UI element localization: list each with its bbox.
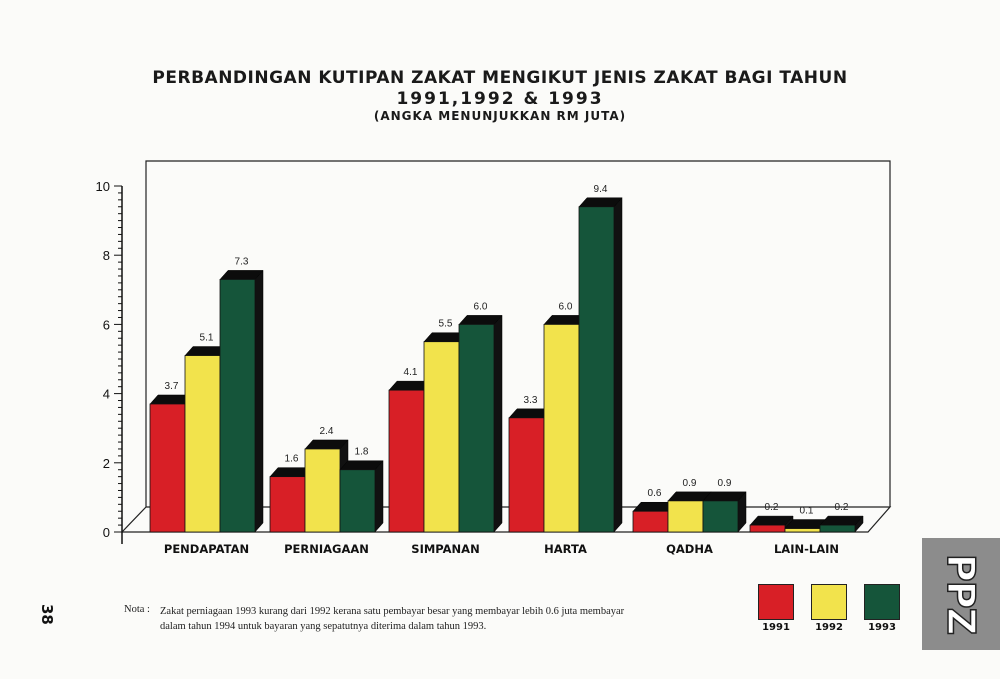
bar-harta-1991 — [508, 417, 545, 533]
x-tick-label: LAIN-LAIN — [774, 542, 839, 556]
y-tick-label: 4 — [103, 387, 110, 402]
data-label: 6.0 — [559, 301, 573, 312]
chart-title-line2: 1991,1992 & 1993 — [396, 89, 604, 109]
legend-item-1991: 1991 — [758, 584, 794, 633]
data-label: 0.2 — [835, 502, 849, 513]
x-tick-label: HARTA — [544, 542, 587, 556]
legend-label-1993: 1993 — [868, 622, 896, 633]
bar-lain-lain-1993 — [819, 524, 856, 533]
bar-side-harta-1993 — [613, 197, 623, 533]
note-text: Zakat perniagaan 1993 kurang dari 1992 k… — [160, 606, 625, 632]
bar-pendapatan-1991 — [149, 403, 186, 533]
page-number: 38 — [38, 604, 56, 625]
bar-perniagaan-1993 — [339, 469, 376, 533]
data-label: 1.8 — [355, 447, 369, 458]
data-label: 0.2 — [765, 502, 779, 513]
bar-simpanan-1993 — [458, 323, 495, 533]
legend-swatch-1993 — [864, 584, 900, 620]
data-label: 9.4 — [594, 184, 608, 195]
data-label: 7.3 — [235, 256, 249, 267]
bar-lain-lain-1991 — [749, 524, 786, 533]
y-tick-label: 6 — [103, 317, 110, 332]
data-label: 5.1 — [200, 333, 214, 344]
bar-pendapatan-1993 — [219, 279, 256, 533]
back-wall — [121, 160, 891, 533]
legend-item-1993: 1993 — [864, 584, 900, 633]
ppz-side-tab: PPZ — [922, 538, 1000, 650]
data-label: 0.6 — [648, 488, 662, 499]
legend: 1991 1992 1993 — [758, 584, 900, 633]
bar-harta-1993 — [578, 206, 615, 533]
bar-side-simpanan-1993 — [493, 314, 503, 533]
data-label: 0.9 — [718, 478, 732, 489]
data-label: 3.3 — [524, 395, 538, 406]
y-tick-label: 10 — [96, 179, 110, 194]
data-label: 5.5 — [439, 319, 453, 330]
bar-qadha-1992 — [667, 500, 704, 533]
legend-label-1991: 1991 — [762, 622, 790, 633]
bar-pendapatan-1992 — [184, 355, 221, 533]
y-tick-label: 8 — [103, 248, 110, 263]
ppz-logo-text: PPZ — [938, 553, 984, 635]
bar-chart: 0 2 4 6 8 10 3.7 5.1 7.3 PENDAPATAN 1.6 2.4 1.8 PERNI… — [96, 160, 892, 556]
x-tick-label: SIMPANAN — [411, 542, 479, 556]
data-label: 6.0 — [474, 301, 488, 312]
x-tick-label: PERNIAGAAN — [284, 542, 369, 556]
bar-simpanan-1991 — [388, 389, 425, 533]
bar-qadha-1993 — [702, 500, 739, 533]
x-tick-label: PENDAPATAN — [164, 542, 249, 556]
legend-swatch-1991 — [758, 584, 794, 620]
bar-harta-1992 — [543, 323, 580, 533]
legend-item-1992: 1992 — [811, 584, 847, 633]
data-label: 3.7 — [165, 381, 179, 392]
bar-lain-lain-1992 — [784, 528, 821, 533]
bar-simpanan-1992 — [423, 341, 460, 533]
bar-side-pendapatan-1993 — [254, 269, 264, 533]
y-tick-label: 2 — [103, 456, 110, 471]
data-label: 4.1 — [404, 367, 418, 378]
note-label: Nota : — [124, 604, 150, 615]
bar-perniagaan-1991 — [269, 476, 306, 533]
y-tick-label: 0 — [103, 525, 110, 540]
chart-subtitle: (ANGKA MENUNJUKKAN RM JUTA) — [373, 109, 627, 123]
legend-label-1992: 1992 — [815, 622, 843, 633]
x-tick-label: QADHA — [666, 542, 713, 556]
data-label: 0.1 — [800, 506, 814, 517]
bar-qadha-1991 — [632, 510, 669, 533]
bar-side-perniagaan-1993 — [374, 460, 384, 533]
data-label: 0.9 — [683, 478, 697, 489]
legend-swatch-1992 — [811, 584, 847, 620]
data-label: 2.4 — [320, 426, 334, 437]
chart-title-line1: PERBANDINGAN KUTIPAN ZAKAT MENGIKUT JENI… — [152, 68, 848, 88]
data-label: 1.6 — [285, 454, 299, 465]
bar-perniagaan-1992 — [304, 448, 341, 533]
